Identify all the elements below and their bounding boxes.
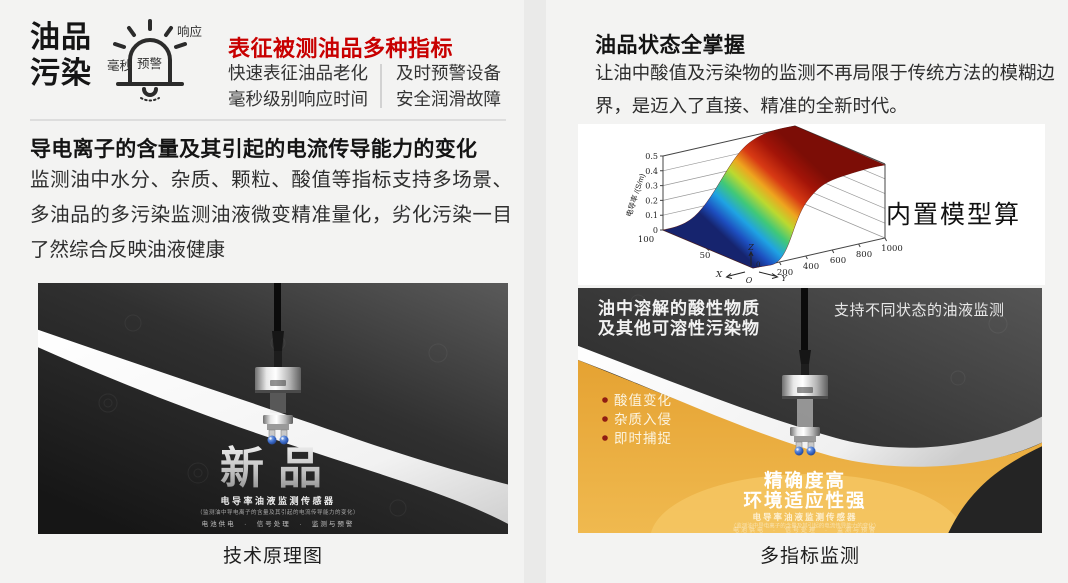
- svg-text:200: 200: [777, 268, 793, 278]
- alarm-label-left: 毫秒: [107, 58, 132, 73]
- left-red-heading: 表征被测油品多种指标: [228, 36, 454, 61]
- feature-col-1: 快速表征油品老化 毫秒级别响应时间: [228, 63, 368, 109]
- bullet-item: 酸值变化: [614, 393, 672, 408]
- accuracy-line2: 环境适应性强: [743, 490, 866, 511]
- right-body: 让油中酸值及污染物的监测不再局限于传统方法的模糊边界，是迈入了直接、精准的全新时…: [595, 62, 1055, 116]
- surface-mesh: [662, 125, 886, 269]
- right-product-image: 油中溶解的酸性物质 及其他可溶性污染物 支持不同状态的油液监测 酸值变化 杂质入…: [578, 288, 1042, 533]
- svg-text:0.4: 0.4: [645, 167, 658, 176]
- product-name-sub: （监测油中导电离子的含量及其引起的电流传导能力的变化）: [197, 508, 359, 516]
- alarm-label-top-right: 响应: [177, 24, 202, 39]
- svg-text:0.1: 0.1: [645, 211, 658, 220]
- yellow-region: [578, 360, 1042, 533]
- bullet-item: 杂质入侵: [614, 411, 672, 427]
- sensor-right: [782, 288, 828, 456]
- bullet-item: 即时捕捉: [614, 431, 672, 446]
- svg-text:1000: 1000: [881, 244, 903, 254]
- z-axis-title: 电导率 /(S/m): [623, 172, 647, 218]
- svg-text:0.2: 0.2: [645, 196, 658, 205]
- states-support-text: 支持不同状态的油液监测: [834, 302, 1005, 319]
- y-axis-letter: Y: [781, 274, 788, 284]
- accuracy-line1: 精确度高: [764, 470, 846, 491]
- origin-letter: O: [746, 276, 753, 285]
- product-footer-row: 电池供电 · 信号处理 · 监测与预警: [202, 519, 355, 528]
- z-axis-letter: Z: [747, 243, 754, 252]
- header-divider: [30, 119, 506, 121]
- origin-zero: 0: [756, 261, 760, 269]
- acid-text-line1: 油中溶解的酸性物质: [598, 298, 760, 318]
- svg-text:400: 400: [803, 262, 819, 272]
- right-caption: 多指标监测: [759, 546, 860, 567]
- right-heading: 油品状态全掌握: [595, 34, 746, 57]
- page-title: 油品 污染: [30, 21, 92, 90]
- svg-text:0: 0: [653, 226, 658, 235]
- x-axis-letter: X: [715, 270, 723, 280]
- left-product-image: 新品 电导率油液监测传感器 （监测油中导电离子的含量及其引起的电流传导能力的变化…: [38, 283, 508, 534]
- yellow-dome-highlight: [650, 474, 966, 533]
- svg-text:800: 800: [856, 250, 872, 260]
- conductivity-surface-chart: 0.5 0.4 0.3 0.2 0.1 0 电导率 /(S/m) 100 50 …: [578, 124, 1045, 285]
- svg-text:600: 600: [830, 256, 846, 266]
- sensor-left: [255, 283, 301, 445]
- feature-col-2: 及时预警设备 安全润滑故障: [396, 63, 501, 109]
- svg-text:0.3: 0.3: [645, 182, 658, 191]
- feature-divider: [380, 64, 382, 108]
- bullet-list: 酸值变化 杂质入侵 即时捕捉: [602, 393, 672, 446]
- dark-corner-wedge: [948, 446, 1042, 533]
- alarm-label-inside: 预警: [137, 56, 162, 71]
- y-tick-labels: 200 400 600 800 1000: [777, 244, 903, 278]
- new-product-badge: 新品: [220, 444, 336, 493]
- product-name-sub: （监测油中导电离子的含量及其引起的电流传导能力的变化）: [731, 522, 880, 530]
- left-section-body: 监测油中水分、杂质、颗粒、酸值等指标支持多场景、多油品的多污染监测油液微变精准量…: [30, 169, 512, 261]
- alarm-bell-icon: 毫秒 预警 响应: [103, 18, 203, 110]
- product-name: 电导率油液监测传感器: [752, 512, 857, 522]
- model-label: 内置模型算: [886, 201, 1022, 229]
- origin-axes: [725, 250, 779, 279]
- left-section-heading: 导电离子的含量及其引起的电流传导能力的变化: [30, 138, 478, 161]
- product-footer-row: 电池供电 · 信号处理 · 监测与预警: [733, 526, 877, 533]
- svg-text:0.5: 0.5: [645, 152, 658, 161]
- x-tick-50: 50: [700, 251, 711, 261]
- column-gutter: [524, 0, 546, 583]
- acid-text-line2: 及其他可溶性污染物: [598, 318, 760, 338]
- left-caption: 技术原理图: [222, 546, 323, 567]
- z-tick-labels: 0.5 0.4 0.3 0.2 0.1 0: [645, 152, 658, 235]
- product-name: 电导率油液监测传感器: [220, 495, 335, 506]
- x-tick-100: 100: [638, 235, 654, 245]
